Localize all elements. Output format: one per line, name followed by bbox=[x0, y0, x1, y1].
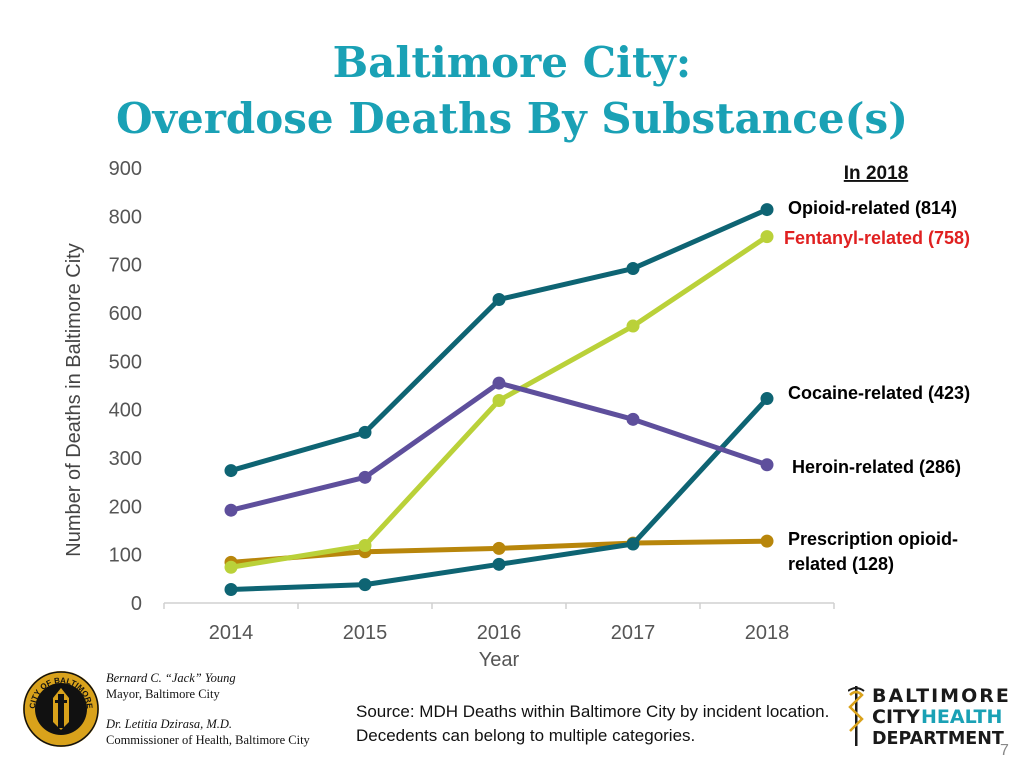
city-seal-logo: CITY OF BALTIMORE bbox=[23, 671, 99, 747]
series-line-opioid-related bbox=[228, 207, 770, 474]
baltimore-city-health-department-logo: BALTIMORE CITY HEALTH DEPARTMENT bbox=[848, 685, 1008, 749]
data-point bbox=[626, 262, 640, 276]
series-label: Fentanyl-related (758) bbox=[784, 228, 970, 248]
data-point bbox=[224, 582, 238, 596]
y-tick-label: 600 bbox=[109, 303, 142, 325]
y-axis-title: Number of Deaths in Baltimore City bbox=[63, 243, 85, 556]
y-tick-label: 700 bbox=[109, 255, 142, 277]
data-point bbox=[492, 376, 506, 390]
data-point bbox=[224, 464, 238, 478]
x-tick-label: 2017 bbox=[611, 622, 656, 644]
y-tick-label: 800 bbox=[109, 206, 142, 228]
data-point bbox=[492, 393, 506, 407]
data-point bbox=[626, 537, 640, 551]
page-title-line2: Overdose Deaths By Substance(s) bbox=[115, 94, 908, 143]
page-title-line1: Baltimore City: bbox=[332, 38, 692, 87]
page-number: 7 bbox=[1000, 742, 1009, 759]
svg-text:DEPARTMENT: DEPARTMENT bbox=[872, 729, 1004, 749]
data-point bbox=[760, 203, 774, 217]
data-point bbox=[358, 470, 372, 484]
commissioner-name: Dr. Letitia Dzirasa, M.D. bbox=[106, 717, 233, 731]
svg-text:HEALTH: HEALTH bbox=[921, 706, 1002, 728]
legend-heading: In 2018 bbox=[844, 163, 908, 184]
data-point bbox=[224, 503, 238, 517]
data-point bbox=[492, 541, 506, 555]
data-point bbox=[760, 392, 774, 406]
data-point bbox=[224, 560, 238, 574]
x-tick-label: 2016 bbox=[477, 622, 522, 644]
svg-text:BALTIMORE: BALTIMORE bbox=[872, 685, 1008, 707]
data-point bbox=[492, 292, 506, 306]
data-point bbox=[760, 458, 774, 472]
data-point bbox=[760, 534, 774, 548]
series-label: Opioid-related (814) bbox=[788, 198, 957, 218]
commissioner-block: Dr. Letitia Dzirasa, M.D. Commissioner o… bbox=[106, 716, 310, 748]
series-label: Prescription opioid- bbox=[788, 529, 958, 549]
mayor-title: Mayor, Baltimore City bbox=[106, 687, 220, 701]
mayor-name: Bernard C. “Jack” Young bbox=[106, 671, 236, 685]
data-point bbox=[358, 425, 372, 439]
svg-text:CITY: CITY bbox=[872, 706, 920, 728]
y-tick-label: 500 bbox=[109, 351, 142, 373]
data-point bbox=[358, 538, 372, 552]
series-label: Cocaine-related (423) bbox=[788, 383, 970, 403]
caduceus-icon bbox=[848, 686, 865, 746]
y-tick-label: 100 bbox=[109, 545, 142, 567]
y-tick-label: 300 bbox=[109, 448, 142, 470]
series-label: Heroin-related (286) bbox=[792, 457, 961, 477]
data-point bbox=[626, 319, 640, 333]
data-point bbox=[760, 230, 774, 244]
mayor-block: Bernard C. “Jack” Young Mayor, Baltimore… bbox=[106, 670, 236, 702]
series-label: related (128) bbox=[788, 554, 894, 574]
y-tick-label: 900 bbox=[109, 158, 142, 180]
x-tick-label: 2014 bbox=[209, 622, 254, 644]
y-tick-label: 400 bbox=[109, 400, 142, 422]
x-tick-label: 2015 bbox=[343, 622, 388, 644]
commissioner-title: Commissioner of Health, Baltimore City bbox=[106, 733, 310, 747]
y-tick-label: 200 bbox=[109, 496, 142, 518]
data-point bbox=[358, 578, 372, 592]
source-note: Source: MDH Deaths within Baltimore City… bbox=[356, 702, 830, 745]
data-point bbox=[626, 412, 640, 426]
x-tick-label: 2018 bbox=[745, 622, 790, 644]
x-axis-title: Year bbox=[479, 649, 520, 671]
data-point bbox=[492, 557, 506, 571]
y-tick-label: 0 bbox=[131, 593, 142, 615]
